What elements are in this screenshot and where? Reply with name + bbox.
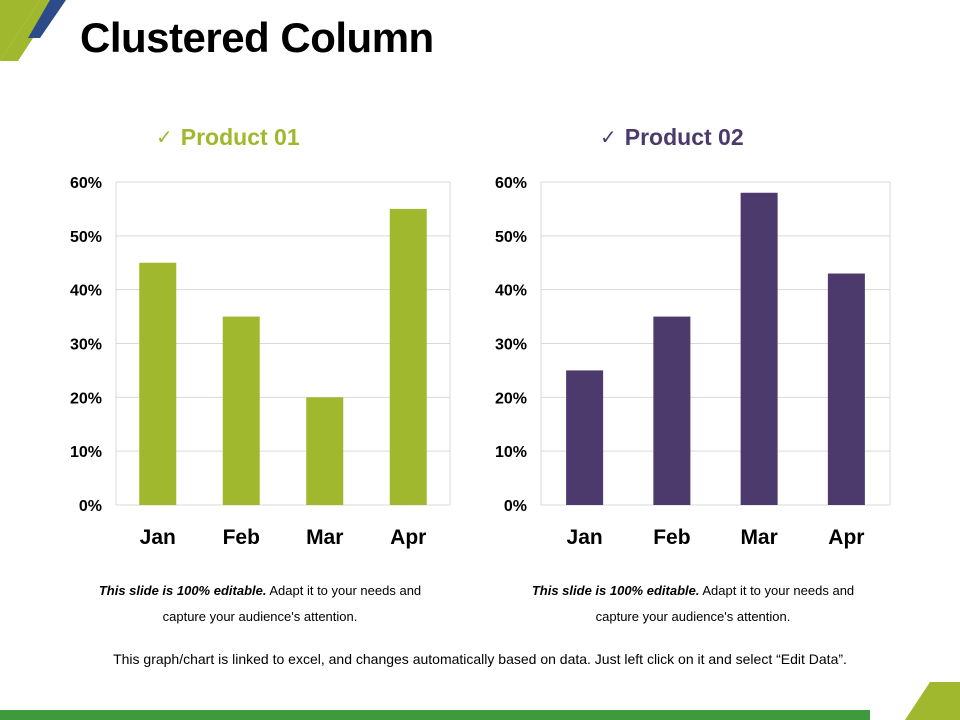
y-tick-label: 50% xyxy=(495,229,527,246)
slide-title: Clustered Column xyxy=(80,14,434,61)
bar xyxy=(222,316,260,505)
chart-heading-product-01: ✓ Product 01 xyxy=(156,124,300,151)
y-tick-label: 20% xyxy=(70,390,102,407)
bottom-accent-bar xyxy=(0,682,960,720)
chart-title: Product 02 xyxy=(624,124,744,150)
y-tick-label: 50% xyxy=(70,229,102,246)
bar xyxy=(827,273,865,505)
y-tick-label: 0% xyxy=(504,498,527,515)
y-tick-label: 60% xyxy=(495,175,527,192)
x-category-label: Feb xyxy=(223,526,260,549)
y-tick-label: 40% xyxy=(495,283,527,300)
x-category-label: Jan xyxy=(140,526,176,549)
footer-text: This graph/chart is linked to excel, and… xyxy=(113,651,847,667)
bar xyxy=(139,262,177,505)
note-bold-text: This slide is 100% editable. xyxy=(531,583,700,598)
bar xyxy=(306,397,344,505)
note-text: Adapt it to your needs and capture your … xyxy=(595,583,855,624)
editable-note: This slide is 100% editable. Adapt it to… xyxy=(523,578,863,630)
bar xyxy=(653,316,691,505)
editable-note: This slide is 100% editable. Adapt it to… xyxy=(90,578,430,630)
bar xyxy=(566,370,604,505)
x-category-label: Jan xyxy=(567,526,603,549)
x-category-label: Mar xyxy=(740,526,777,549)
bar xyxy=(740,192,778,505)
y-tick-label: 10% xyxy=(70,444,102,461)
chart-product-02: 0% 10% 20% 30% 40% 50% 60% Jan Feb Mar Apr xyxy=(495,175,891,549)
x-category-label: Apr xyxy=(390,526,426,549)
bar xyxy=(389,208,427,505)
check-icon: ✓ xyxy=(156,127,173,149)
chart-heading-product-02: ✓ Product 02 xyxy=(600,124,744,151)
y-tick-label: 20% xyxy=(495,390,527,407)
chart-title: Product 01 xyxy=(180,124,300,150)
note-bold-text: This slide is 100% editable. xyxy=(98,583,267,598)
check-icon: ✓ xyxy=(600,127,617,149)
chart-product-01: 0% 10% 20% 30% 40% 50% 60% Jan Feb Mar Apr xyxy=(70,175,451,549)
x-category-label: Mar xyxy=(306,526,343,549)
y-tick-label: 40% xyxy=(70,283,102,300)
y-tick-label: 10% xyxy=(495,444,527,461)
y-tick-label: 30% xyxy=(70,337,102,354)
y-tick-label: 0% xyxy=(79,498,102,515)
x-category-label: Feb xyxy=(653,526,690,549)
y-tick-label: 30% xyxy=(495,337,527,354)
y-tick-label: 60% xyxy=(70,175,102,192)
corner-accent-shape xyxy=(0,0,66,61)
note-text: Adapt it to your needs and capture your … xyxy=(162,583,422,624)
x-category-label: Apr xyxy=(828,526,864,549)
